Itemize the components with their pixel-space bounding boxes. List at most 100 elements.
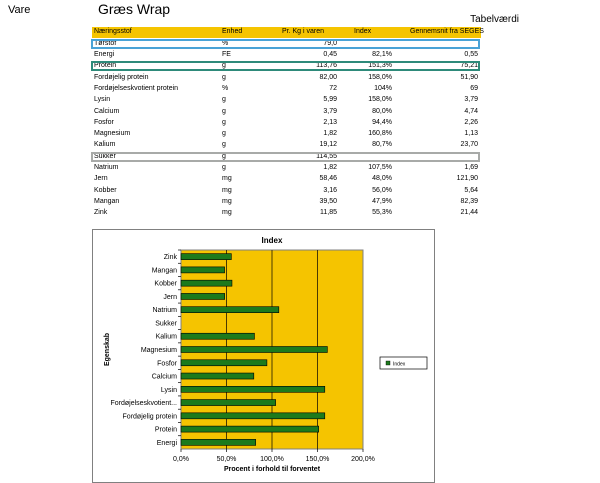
cell-index: 48,0% — [372, 175, 392, 182]
y-axis-label: Egenskab — [104, 333, 111, 366]
cell-pr-kg: 58,46 — [319, 175, 337, 182]
table-row: Zink mg 11,85 55,3% 21,44 — [92, 208, 481, 219]
cell-name: Sukker — [94, 153, 116, 160]
x-tick-label: 200,0% — [351, 456, 375, 463]
cell-name: Tørstof — [94, 40, 117, 47]
category-label: Fosfor — [157, 360, 178, 367]
bar-lysin — [180, 386, 326, 393]
bar-kobber — [180, 279, 233, 287]
table-row: Fosfor g 2,13 94,4% 2,26 — [92, 118, 481, 129]
cell-gennemsnit: 3,79 — [464, 96, 478, 103]
cell-unit: g — [222, 153, 226, 160]
table-row: Magnesium g 1,82 160,8% 1,13 — [92, 129, 481, 140]
cell-name: Fordøjelseskvotient protein — [94, 85, 179, 92]
table-row: Jern mg 58,46 48,0% 121,90 — [92, 174, 481, 185]
cell-index: 151,3% — [368, 62, 392, 69]
cell-name: Energi — [94, 51, 115, 58]
cell-name: Fosfor — [94, 119, 114, 126]
table-row: Kobber mg 3,16 56,0% 5,64 — [92, 186, 481, 197]
category-label: Fordøjelig protein — [123, 413, 178, 420]
cell-gennemsnit: 4,74 — [464, 108, 478, 115]
table-row: Natrium g 1,82 107,5% 1,69 — [92, 163, 481, 174]
cell-unit: g — [222, 74, 226, 81]
cell-unit: mg — [222, 175, 232, 182]
cell-gennemsnit: 51,90 — [460, 74, 478, 81]
cell-name: Mangan — [94, 198, 120, 205]
column-header-enhed: Enhed — [222, 28, 243, 35]
cell-name: Jern — [94, 175, 108, 182]
cell-gennemsnit: 121,90 — [456, 175, 478, 182]
cell-pr-kg: 11,85 — [320, 209, 337, 216]
x-tick-label: 100,0% — [260, 456, 284, 463]
cell-pr-kg: 3,16 — [323, 187, 337, 194]
vare-label: Vare — [8, 4, 31, 16]
table-row: Mangan mg 39,50 47,9% 82,39 — [92, 197, 481, 208]
cell-unit: mg — [222, 187, 232, 194]
cell-index: 55,3% — [372, 209, 392, 216]
cell-pr-kg: 1,82 — [323, 130, 337, 137]
cell-gennemsnit: 0,55 — [464, 51, 478, 58]
table-header: Næringsstof Enhed Pr. Kg i varen Index G… — [92, 27, 484, 38]
cell-name: Fordøjelig protein — [94, 74, 149, 81]
cell-pr-kg: 39,50 — [319, 198, 337, 205]
index-chart: 0,0% 50,0% 100,0% 150,0% 200,0% Zink Mangan Kob… — [92, 229, 435, 483]
cell-pr-kg: 82,00 — [319, 74, 337, 81]
column-header-naeringsstof: Næringsstof — [94, 28, 132, 35]
cell-index: 47,9% — [372, 198, 392, 205]
cell-gennemsnit: 23,70 — [460, 141, 478, 148]
cell-gennemsnit: 21,44 — [460, 209, 478, 216]
category-label: Calcium — [152, 374, 177, 381]
cell-unit: mg — [222, 198, 232, 205]
bar-kalium — [180, 332, 255, 340]
x-tick-label: 0,0% — [173, 456, 189, 463]
cell-pr-kg: 113,76 — [316, 62, 337, 69]
cell-name: Magnesium — [94, 130, 131, 137]
cell-unit: g — [222, 164, 226, 171]
bar-fordøjelig-protein — [180, 412, 326, 420]
bar-jern — [180, 293, 225, 300]
legend-label: Index — [393, 362, 406, 368]
cell-index: 94,4% — [372, 119, 392, 126]
category-label: Energi — [157, 440, 178, 447]
cell-pr-kg: 114,55 — [316, 153, 337, 160]
table-row: Sukker g 114,55 — [92, 152, 481, 163]
category-label: Sukker — [155, 320, 177, 327]
legend-box — [379, 356, 428, 370]
category-label: Mangan — [152, 267, 177, 274]
bar-natrium — [180, 306, 280, 313]
cell-pr-kg: 5,99 — [323, 96, 337, 103]
table-row: Energi FE 0,45 82,1% 0,55 — [92, 50, 481, 61]
cell-gennemsnit: 75,21 — [460, 62, 478, 69]
cell-index: 80,7% — [372, 141, 392, 148]
cell-pr-kg: 2,13 — [323, 119, 337, 126]
cell-pr-kg: 1,82 — [323, 164, 337, 171]
bar-mangan — [180, 266, 225, 274]
table-row: Calcium g 3,79 80,0% 4,74 — [92, 107, 481, 118]
category-label: Lysin — [161, 387, 177, 394]
column-header-index: Index — [354, 28, 372, 35]
cell-unit: g — [222, 108, 226, 115]
category-label: Magnesium — [141, 347, 177, 354]
chart-svg: 0,0% 50,0% 100,0% 150,0% 200,0% Zink Mangan Kob… — [104, 236, 428, 473]
legend-swatch — [385, 360, 391, 366]
cell-index: 82,1% — [372, 51, 392, 58]
cell-unit: g — [222, 141, 226, 148]
cell-unit: FE — [222, 51, 231, 58]
bar-calcium — [180, 372, 255, 380]
table-row: Lysin g 5,99 158,0% 3,79 — [92, 95, 481, 106]
cell-pr-kg: 72 — [329, 85, 337, 92]
category-label: Fordøjelseskvotient... — [110, 400, 177, 407]
cell-name: Calcium — [94, 108, 120, 115]
cell-name: Kalium — [94, 141, 116, 148]
cell-index: 158,0% — [368, 74, 392, 81]
cell-unit: g — [222, 96, 226, 103]
cell-unit: mg — [222, 209, 232, 216]
cell-gennemsnit: 82,39 — [460, 198, 478, 205]
cell-index: 56,0% — [372, 187, 392, 194]
cell-gennemsnit: 1,13 — [464, 130, 478, 137]
tabel-title: Tabelværdi — [470, 14, 519, 25]
category-label: Kalium — [156, 334, 178, 341]
cell-pr-kg: 19,12 — [319, 141, 337, 148]
cell-index: 80,0% — [372, 108, 392, 115]
cell-unit: % — [222, 85, 229, 92]
